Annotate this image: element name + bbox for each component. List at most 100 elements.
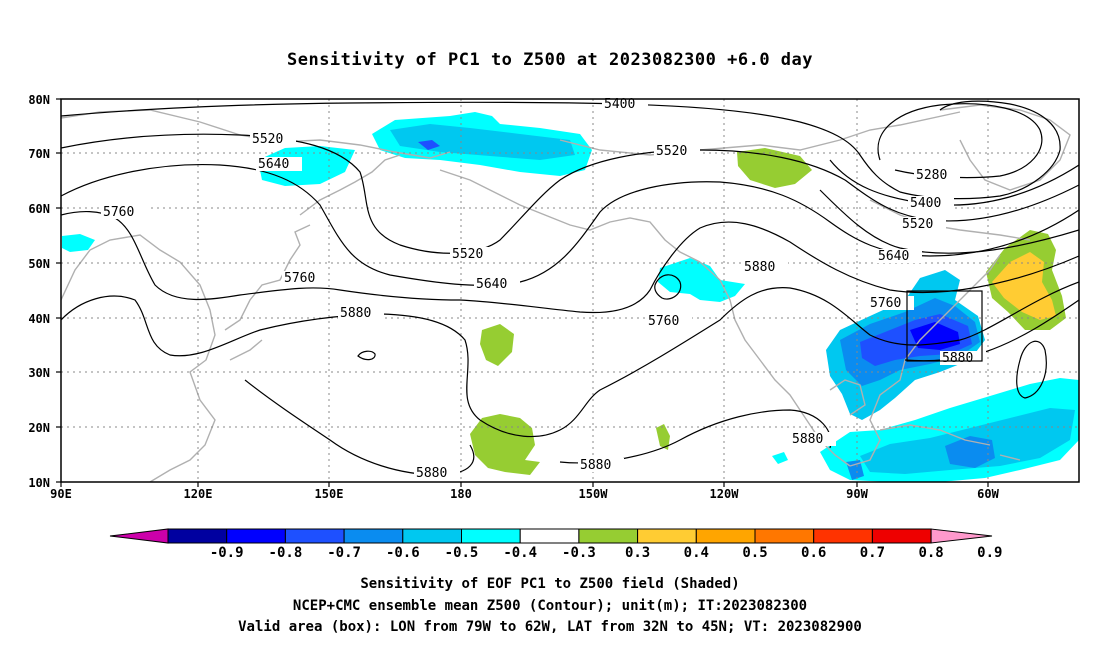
colorbar-swatch [343, 528, 404, 544]
shade-positive-hawaii [470, 414, 540, 475]
colorbar-swatch [519, 528, 580, 544]
contour-label: 5400 [604, 97, 635, 112]
contour-label: 5640 [878, 249, 909, 264]
contour-label: 5880 [792, 432, 823, 447]
shade-positive-central-pacific [480, 324, 514, 366]
colorbar-label: -0.6 [386, 545, 420, 561]
contour-5880-small [357, 350, 376, 361]
contour-label: 5520 [252, 132, 283, 147]
lat-label: 10N [28, 476, 50, 490]
contour-label: 5880 [340, 306, 371, 321]
colorbar-label: 0.8 [918, 545, 943, 561]
shade-negative-gulf [772, 452, 788, 464]
lon-label: 60W [977, 487, 999, 501]
colorbar-label: 0.5 [742, 545, 767, 561]
contour-label: 5640 [476, 277, 507, 292]
sensitivity-shading [62, 112, 1079, 482]
plot-frame [60, 98, 1080, 483]
lon-label: 90W [846, 487, 868, 501]
graticule [61, 99, 1079, 482]
shade-negative-northeast-pacific [658, 258, 745, 302]
contour-label: 5760 [648, 314, 679, 329]
colorbar-swatch [754, 528, 815, 544]
lat-label: 20N [28, 421, 50, 435]
colorbar-label: -0.4 [503, 545, 537, 561]
contour-label: 5880 [580, 458, 611, 473]
colorbar-swatch [695, 528, 756, 544]
coast-korea-japan [224, 224, 311, 361]
colorbar-high-arrow [930, 528, 993, 544]
lon-label: 150W [579, 487, 609, 501]
lat-label: 60N [28, 202, 50, 216]
axis-ticks [56, 98, 989, 487]
colorbar-label: -0.9 [210, 545, 244, 561]
contour-5400 [61, 100, 1061, 200]
colorbar-swatch [461, 528, 521, 544]
colorbar-label: -0.5 [445, 545, 479, 561]
colorbar-swatch [637, 528, 697, 544]
lat-label: 80N [28, 93, 50, 107]
contour-label: 5400 [910, 196, 941, 211]
longitude-labels: 90E 120E 150E 180 150W 120W 90W 60W [50, 487, 999, 501]
caption: Sensitivity of EOF PC1 to Z500 field (Sh… [0, 574, 1100, 639]
contour-label: 5880 [416, 466, 447, 481]
caption-line-shading: Sensitivity of EOF PC1 to Z500 field (Sh… [360, 576, 740, 592]
colorbar-label: 0.6 [801, 545, 826, 561]
contour-5880-b [244, 379, 475, 476]
contour-label: 5280 [916, 168, 947, 183]
lat-label: 50N [28, 257, 50, 271]
contour-5640-a [61, 163, 1079, 286]
contour-5280 [877, 103, 1043, 179]
colorbar-swatch [578, 528, 639, 544]
colorbar: -0.9 -0.8 -0.7 -0.6 -0.5 -0.4 -0.3 0.3 0.4 0.5 0.6… [109, 528, 1002, 561]
contour-label: 5760 [284, 271, 315, 286]
shade-negative-us-east-core [910, 322, 960, 350]
contour-label: 5760 [870, 296, 901, 311]
shade-positive-north-atlantic-core [992, 252, 1056, 320]
coast-asia [61, 234, 216, 482]
coast-alaska [439, 169, 701, 263]
colorbar-label: 0.7 [860, 545, 885, 561]
shade-negative-arctic-core [418, 140, 440, 150]
lon-label: 120W [710, 487, 740, 501]
latitude-labels: 80N 70N 60N 50N 40N 30N 20N 10N [28, 93, 50, 490]
colorbar-label: -0.7 [327, 545, 361, 561]
contour-5880-atl-loop [1016, 340, 1047, 399]
contour-label: 5640 [258, 157, 289, 172]
contour-5760-a [61, 211, 1079, 314]
colorbar-label: 0.3 [625, 545, 650, 561]
contour-label: 5520 [902, 217, 933, 232]
shade-positive-alaska [737, 148, 812, 188]
caption-line-valid-area: Valid area (box): LON from 79W to 62W, L… [238, 619, 862, 635]
colorbar-swatch [167, 528, 228, 544]
colorbar-swatch [226, 528, 286, 544]
coast-caribbean [879, 424, 1021, 461]
colorbar-swatch [402, 528, 462, 544]
lat-label: 70N [28, 147, 50, 161]
valid-area-box [906, 290, 983, 362]
colorbar-swatch [813, 528, 873, 544]
lon-label: 120E [184, 487, 213, 501]
shade-positive-east-pacific [656, 424, 670, 450]
contour-label: 5760 [103, 205, 134, 220]
colorbar-label: -0.8 [269, 545, 303, 561]
caption-line-contour: NCEP+CMC ensemble mean Z500 (Contour); u… [292, 597, 808, 614]
lat-label: 30N [28, 366, 50, 380]
lat-label: 40N [28, 312, 50, 326]
shade-negative-west [62, 234, 95, 252]
contour-label: 5520 [452, 247, 483, 262]
colorbar-label: 0.4 [684, 545, 709, 561]
map-title: Sensitivity of PC1 to Z500 at 2023082300… [286, 50, 813, 70]
colorbar-swatch [871, 528, 932, 544]
shade-negative-siberia [258, 146, 355, 186]
contour-5760-ne-pac-loop [654, 274, 682, 300]
contour-label: 5880 [744, 260, 775, 275]
colorbar-label: -0.3 [562, 545, 596, 561]
colorbar-swatch [284, 528, 345, 544]
colorbar-label: 0.9 [977, 545, 1002, 561]
lon-label: 90E [50, 487, 72, 501]
contour-label: 5880 [942, 351, 973, 366]
coast-kamchatka [299, 154, 401, 216]
shade-negative-arctic-inner [390, 124, 575, 160]
